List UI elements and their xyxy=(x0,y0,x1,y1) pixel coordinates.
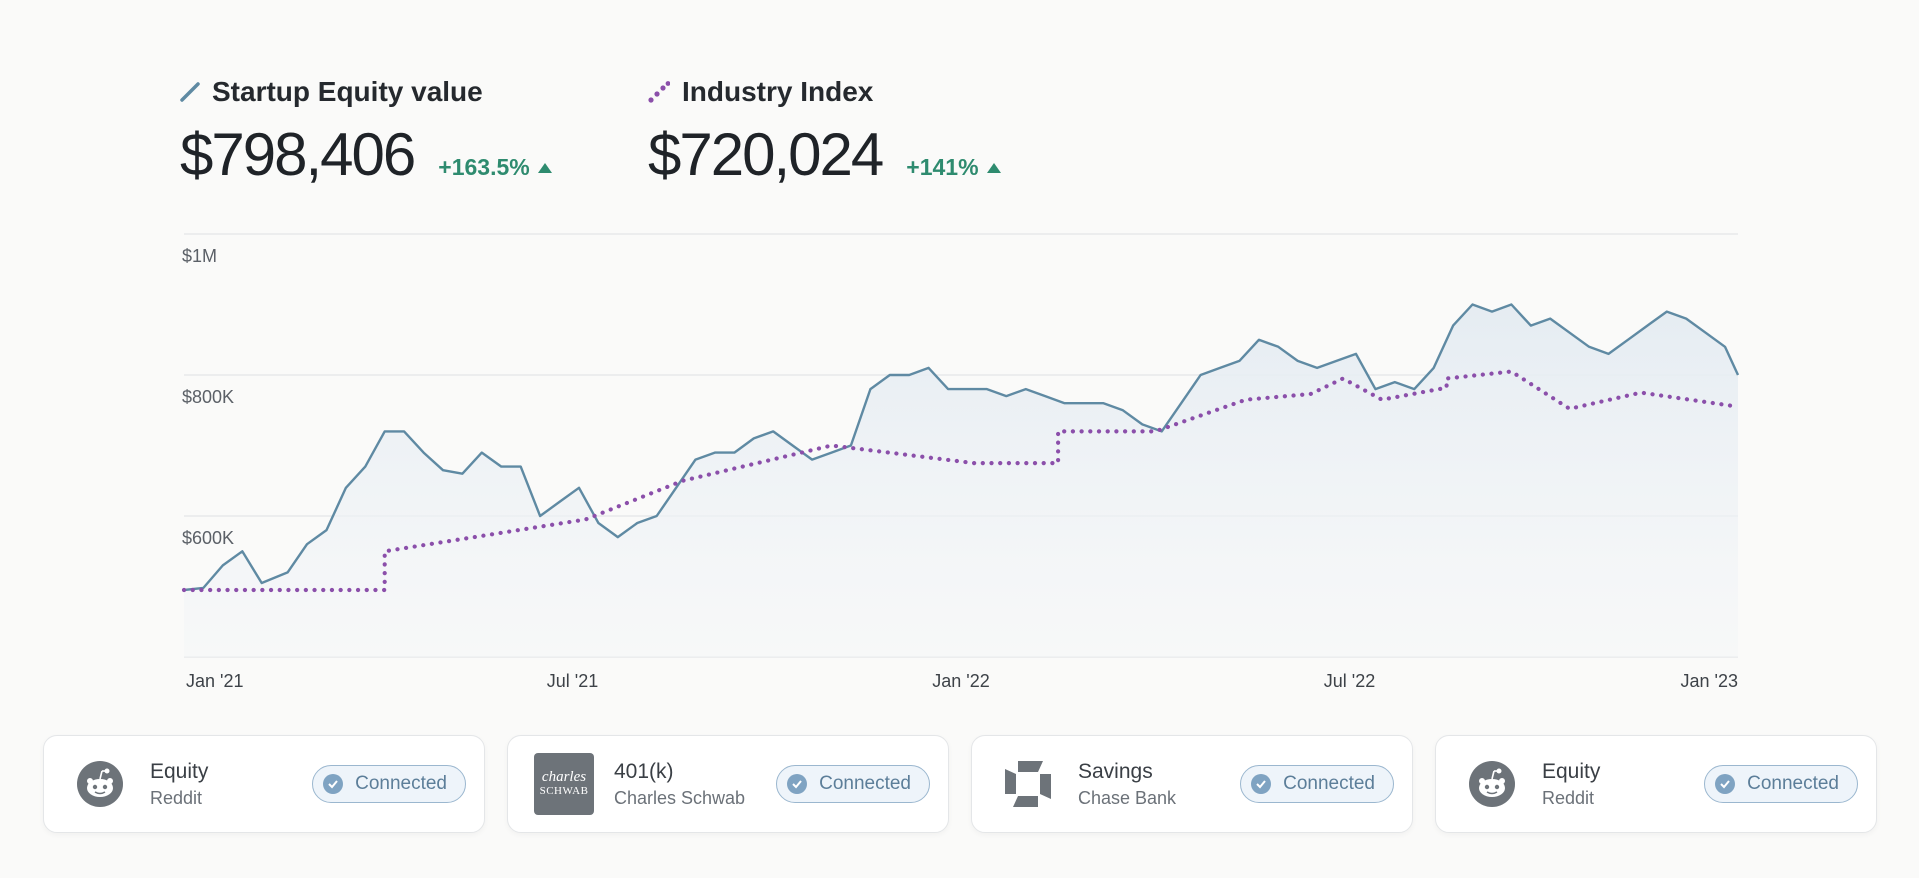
account-subtitle: Reddit xyxy=(1542,787,1595,808)
equity-area xyxy=(184,304,1738,657)
account-title: Savings xyxy=(1078,759,1153,783)
x-tick-label: Jan '23 xyxy=(1681,671,1738,691)
account-card-schwab-401k[interactable]: charles SCHWAB 401(k) Charles Schwab Conn… xyxy=(507,735,949,833)
check-icon xyxy=(323,774,344,794)
account-card-reddit-equity-2[interactable]: Equity Reddit Connected xyxy=(1435,735,1877,833)
equity-series-line xyxy=(183,303,1740,592)
connected-accounts: Equity Reddit Connected charles SCHWAB 40… xyxy=(43,735,1877,833)
equity-label: Startup Equity value xyxy=(212,76,483,107)
up-arrow-icon xyxy=(537,162,552,173)
charles-schwab-logo: charles SCHWAB xyxy=(534,753,594,815)
connected-badge[interactable]: Connected xyxy=(776,765,930,803)
x-tick-label: Jul '22 xyxy=(1324,671,1375,691)
dotted-line-icon xyxy=(648,81,670,103)
reddit-icon xyxy=(70,754,130,814)
up-arrow-icon xyxy=(986,162,1001,173)
equity-legend: Startup Equity value $798,406 +163.5% xyxy=(180,70,552,189)
equity-change: +163.5% xyxy=(438,154,552,181)
check-icon xyxy=(1251,774,1272,794)
index-legend: Industry Index $720,024 +141% xyxy=(648,70,1001,189)
x-tick-label: Jan '22 xyxy=(932,671,989,691)
performance-chart: $1M $800K $600K Jan '21 Jul '21 Jan '22 Jul '… xyxy=(181,233,1741,691)
account-subtitle: Chase Bank xyxy=(1078,787,1177,808)
account-title: Equity xyxy=(1542,759,1601,783)
check-icon xyxy=(787,774,808,794)
chase-icon xyxy=(998,754,1058,814)
solid-line-icon xyxy=(180,82,200,102)
account-title: Equity xyxy=(150,759,209,783)
account-title: 401(k) xyxy=(614,759,674,783)
account-subtitle: Charles Schwab xyxy=(614,787,746,808)
connected-badge[interactable]: Connected xyxy=(1704,765,1858,803)
y-tick-label: $800K xyxy=(182,387,234,407)
account-subtitle: Reddit xyxy=(150,787,203,808)
account-card-reddit-equity[interactable]: Equity Reddit Connected xyxy=(43,735,485,833)
check-icon xyxy=(1715,774,1736,794)
y-tick-label: $1M xyxy=(182,246,217,266)
y-tick-label: $600K xyxy=(182,528,234,548)
connected-badge[interactable]: Connected xyxy=(312,765,466,803)
x-tick-label: Jan '21 xyxy=(186,671,243,691)
index-series-line xyxy=(181,369,1741,593)
account-card-chase-savings[interactable]: Savings Chase Bank Connected xyxy=(971,735,1413,833)
index-value: $720,024 xyxy=(648,121,884,188)
equity-value: $798,406 xyxy=(180,121,416,188)
index-change: +141% xyxy=(906,154,1001,181)
x-tick-label: Jul '21 xyxy=(547,671,598,691)
connected-badge[interactable]: Connected xyxy=(1240,765,1394,803)
index-label: Industry Index xyxy=(682,76,874,107)
reddit-icon xyxy=(1462,754,1522,814)
